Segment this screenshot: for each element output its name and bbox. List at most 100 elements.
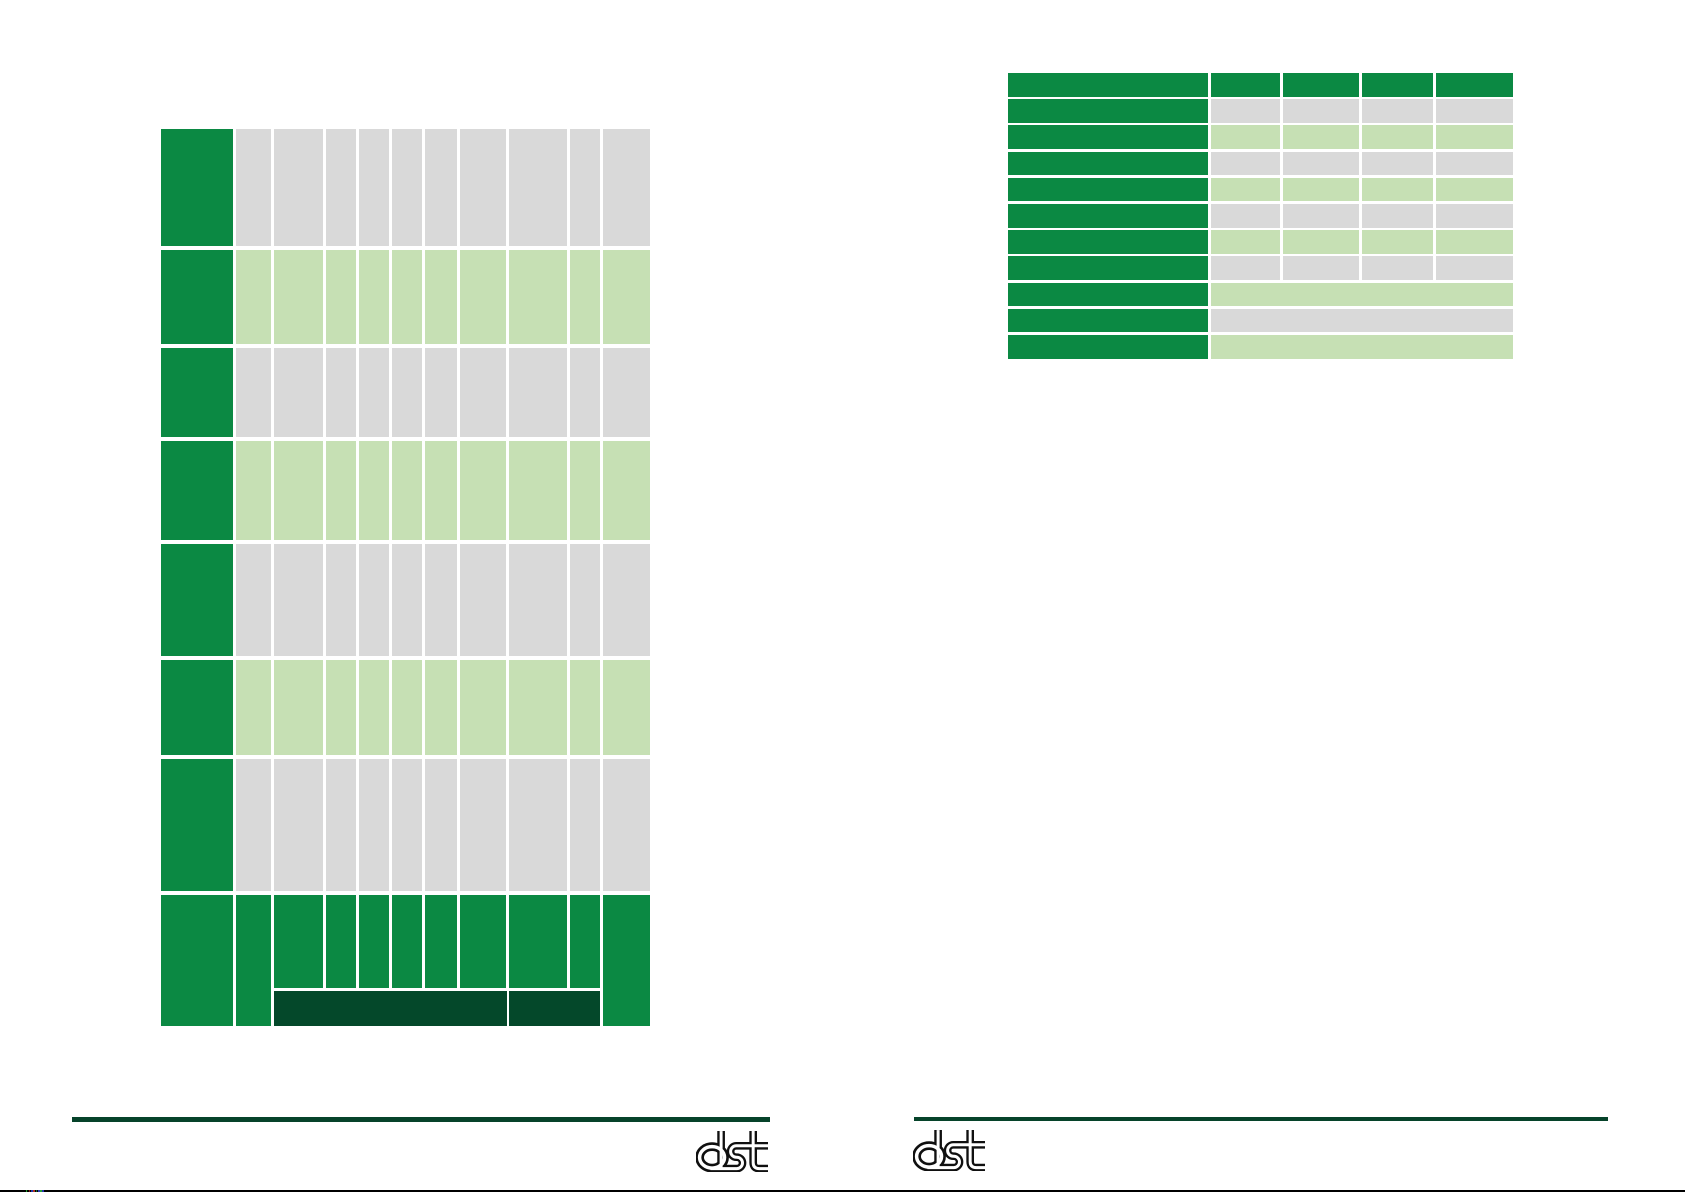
data-cell [359, 759, 389, 891]
screen-edge-pixel [40, 1190, 43, 1192]
data-cell [326, 441, 356, 540]
data-cell [509, 895, 567, 988]
data-cell [392, 660, 422, 755]
merged-data-cell [1211, 282, 1513, 307]
data-cell [236, 129, 271, 246]
data-cell [326, 129, 356, 246]
data-cell [274, 348, 323, 437]
label-cell [1008, 256, 1208, 280]
label-cell [161, 441, 233, 540]
data-cell [274, 544, 323, 656]
right-data-table [1008, 73, 1513, 359]
data-cell [1362, 204, 1433, 228]
label-cell [1008, 308, 1208, 333]
data-cell [326, 544, 356, 656]
data-cell [460, 348, 506, 437]
data-cell [460, 895, 506, 988]
data-cell [359, 544, 389, 656]
data-cell [274, 250, 323, 344]
data-cell [425, 441, 457, 540]
data-cell [460, 441, 506, 540]
data-cell [603, 441, 650, 540]
dst-logo-icon [696, 1131, 768, 1172]
data-cell [1436, 125, 1513, 149]
data-cell [274, 441, 323, 540]
data-cell [425, 660, 457, 755]
data-cell [509, 129, 567, 246]
data-cell [509, 660, 567, 755]
data-cell [274, 129, 323, 246]
data-cell [1211, 99, 1280, 123]
label-cell [1008, 151, 1208, 176]
data-cell [326, 250, 356, 344]
data-cell [1211, 256, 1280, 280]
data-cell [425, 129, 457, 246]
data-cell [1362, 256, 1433, 280]
data-cell [1211, 204, 1280, 228]
data-cell [603, 348, 650, 437]
screen-edge-pixel [25, 1190, 28, 1192]
merged-data-cell [1211, 335, 1513, 359]
data-cell [1436, 256, 1513, 280]
data-cell [359, 250, 389, 344]
data-cell [1283, 204, 1359, 228]
data-cell [359, 660, 389, 755]
data-cell [603, 759, 650, 891]
data-cell [1436, 204, 1513, 228]
data-cell [603, 544, 650, 656]
label-cell [161, 660, 233, 755]
data-cell [1436, 151, 1513, 176]
data-cell [326, 660, 356, 755]
data-cell [1362, 230, 1433, 254]
label-cell [1008, 335, 1208, 359]
label-cell [1008, 177, 1208, 202]
data-cell [274, 895, 323, 988]
data-cell [603, 250, 650, 344]
label-cell [1008, 125, 1208, 149]
data-cell [509, 759, 567, 891]
data-cell [236, 544, 271, 656]
label-cell [161, 895, 233, 1026]
data-cell [1436, 99, 1513, 123]
footer-band [274, 991, 507, 1026]
data-cell [570, 660, 600, 755]
label-cell [161, 348, 233, 437]
data-cell [392, 544, 422, 656]
data-cell [274, 660, 323, 755]
data-cell [1362, 99, 1433, 123]
data-cell [1211, 125, 1280, 149]
data-cell [274, 759, 323, 891]
data-cell [603, 895, 650, 1026]
header-cell [1362, 73, 1433, 97]
data-cell [1362, 177, 1433, 202]
data-cell [509, 250, 567, 344]
label-cell [161, 544, 233, 656]
data-cell [1283, 99, 1359, 123]
data-cell [236, 759, 271, 891]
header-cell [1436, 73, 1513, 97]
label-cell [161, 759, 233, 891]
data-cell [236, 895, 271, 1026]
data-cell [460, 660, 506, 755]
data-cell [359, 348, 389, 437]
data-cell [392, 895, 422, 988]
data-cell [570, 759, 600, 891]
data-cell [509, 441, 567, 540]
data-cell [425, 544, 457, 656]
data-cell [359, 441, 389, 540]
data-cell [326, 759, 356, 891]
dst-logo-icon [913, 1130, 985, 1171]
data-cell [1211, 177, 1280, 202]
data-cell [1283, 151, 1359, 176]
data-cell [570, 348, 600, 437]
data-cell [1283, 177, 1359, 202]
data-cell [509, 348, 567, 437]
footer-band [509, 991, 600, 1026]
data-cell [392, 250, 422, 344]
right-footer-rule [913, 1116, 1608, 1122]
data-cell [425, 895, 457, 988]
data-cell [1362, 151, 1433, 176]
data-cell [460, 759, 506, 891]
screen-edge-pixel [35, 1190, 38, 1192]
data-cell [603, 129, 650, 246]
